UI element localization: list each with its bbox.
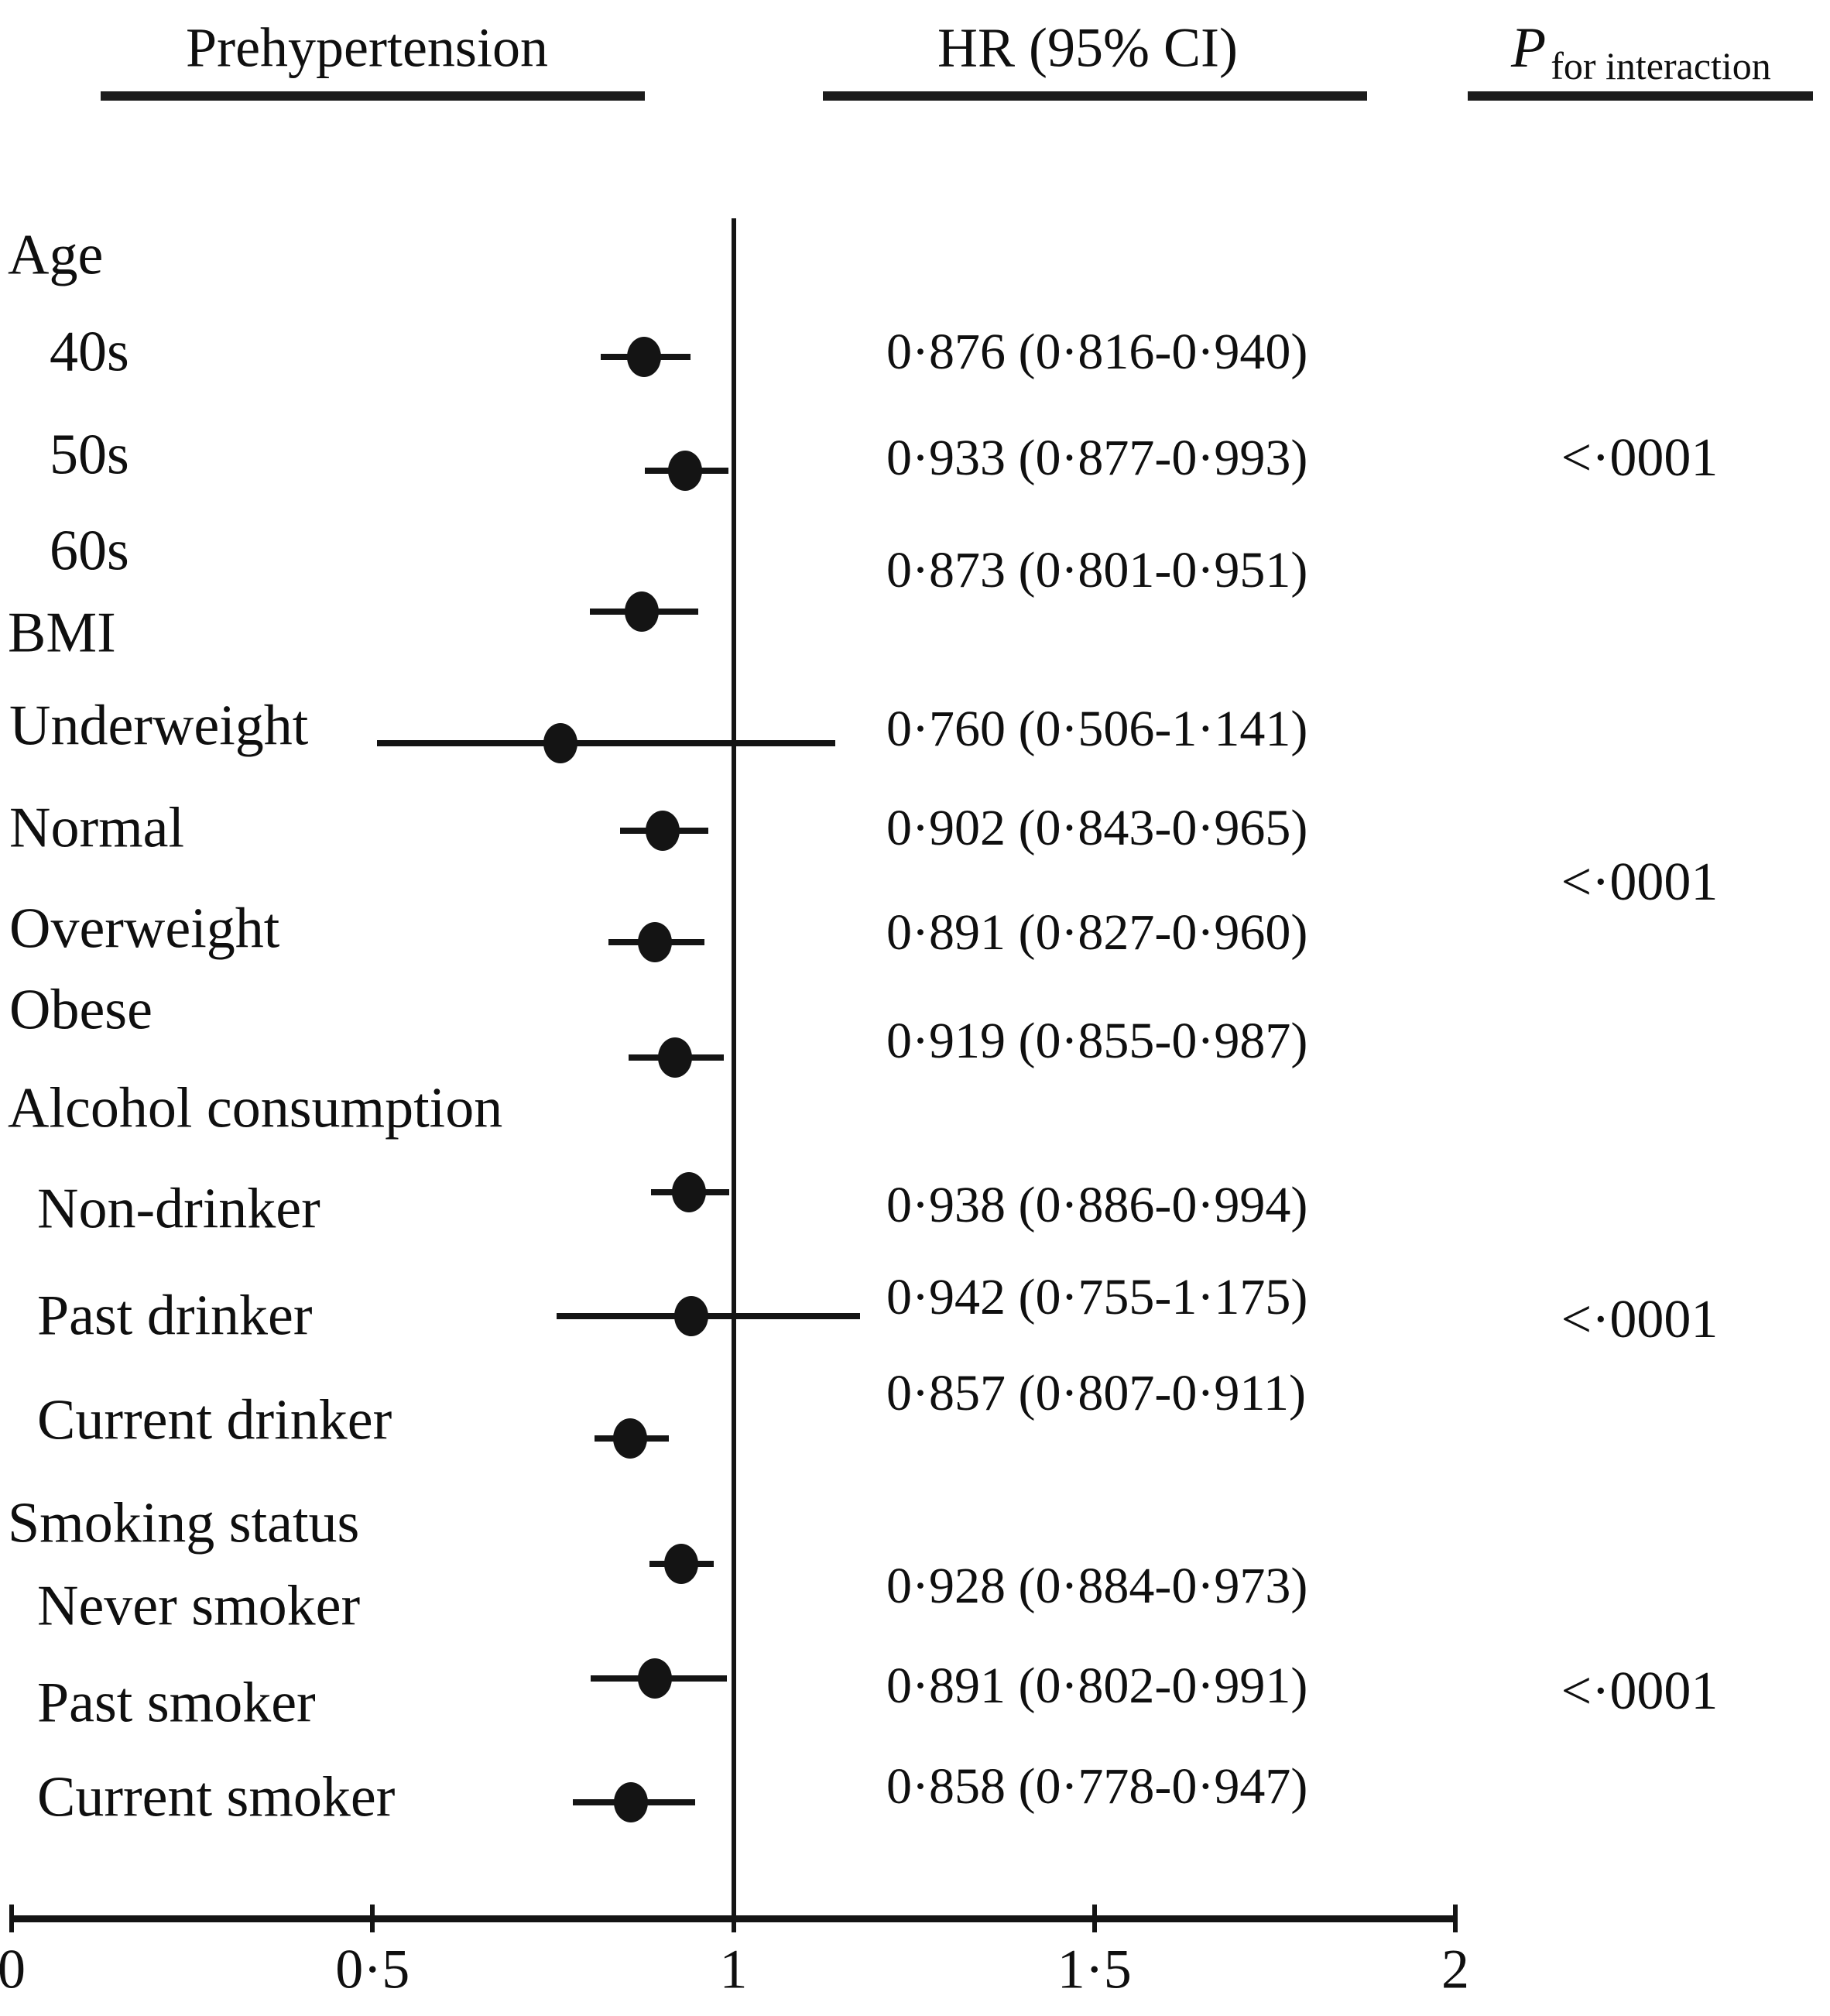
hr-point-marker <box>614 1782 649 1822</box>
hr-ci-value: 0·942 (0·755-1·175) <box>886 1269 1308 1325</box>
column-header-hr-ci: HR (95% CI) <box>937 16 1238 79</box>
x-axis-tick-label: 1 <box>719 1938 748 2001</box>
p-interaction-value: <·0001 <box>1561 852 1719 912</box>
group-label: Age <box>8 223 104 287</box>
column-header-prehypertension: Prehypertension <box>186 16 548 79</box>
ci-line <box>376 740 835 746</box>
hr-ci-value: 0·760 (0·506-1·141) <box>886 701 1308 757</box>
hr-point-marker <box>668 451 703 491</box>
x-axis-tick <box>731 1905 736 1932</box>
hr-point-marker <box>637 1658 672 1699</box>
row-label: 40s <box>50 320 129 384</box>
p-subscript: for interaction <box>1551 44 1771 87</box>
hr-ci-value: 0·933 (0·877-0·993) <box>886 430 1308 486</box>
hr-ci-value: 0·938 (0·886-0·994) <box>886 1177 1308 1233</box>
row-label: Underweight <box>9 694 309 758</box>
row-label: Overweight <box>9 897 280 961</box>
hr-point-marker <box>664 1544 699 1584</box>
hr-point-marker <box>674 1296 709 1336</box>
group-label: Alcohol consumption <box>8 1076 503 1140</box>
p-interaction-value: <·0001 <box>1561 428 1719 488</box>
x-axis-tick-label: 0·5 <box>335 1938 410 2001</box>
x-axis-tick <box>370 1905 375 1932</box>
hr-point-marker <box>625 591 660 632</box>
underline-hr-ci <box>823 91 1367 101</box>
p-interaction-value: <·0001 <box>1561 1290 1719 1349</box>
row-label: Past smoker <box>37 1671 316 1735</box>
underline-p-interaction <box>1468 91 1813 101</box>
hr-ci-value: 0·891 (0·802-0·991) <box>886 1658 1308 1714</box>
hr-point-marker <box>646 811 680 851</box>
row-label: Current smoker <box>37 1765 396 1829</box>
hr-ci-value: 0·928 (0·884-0·973) <box>886 1558 1308 1614</box>
row-label: Past drinker <box>37 1284 313 1348</box>
p-symbol: P <box>1511 16 1547 80</box>
hr-ci-value: 0·902 (0·843-0·965) <box>886 800 1308 856</box>
row-label: Normal <box>9 796 185 860</box>
row-label: 60s <box>50 519 129 583</box>
x-axis-tick-label: 2 <box>1441 1938 1469 2001</box>
group-label: Smoking status <box>8 1491 360 1555</box>
row-label: Non-drinker <box>37 1177 320 1241</box>
underline-prehypertension <box>101 91 645 101</box>
x-axis-tick-label: 1·5 <box>1057 1938 1132 2001</box>
hr-ci-value: 0·876 (0·816-0·940) <box>886 324 1308 380</box>
row-label: Never smoker <box>37 1574 361 1638</box>
hr-point-marker <box>613 1418 648 1459</box>
hr-ci-value: 0·858 (0·778-0·947) <box>886 1758 1308 1815</box>
reference-line-hr-1 <box>732 218 736 1918</box>
hr-ci-value: 0·873 (0·801-0·951) <box>886 542 1308 598</box>
hr-ci-value: 0·857 (0·807-0·911) <box>886 1365 1306 1421</box>
x-axis-tick-label: 0 <box>0 1938 26 2001</box>
hr-ci-value: 0·891 (0·827-0·960) <box>886 904 1308 961</box>
hr-point-marker <box>626 337 661 377</box>
row-label: Current drinker <box>37 1388 392 1452</box>
x-axis-tick <box>1453 1905 1458 1932</box>
x-axis-tick <box>9 1905 14 1932</box>
hr-ci-value: 0·919 (0·855-0·987) <box>886 1013 1308 1069</box>
x-axis-tick <box>1091 1905 1097 1932</box>
hr-point-marker <box>543 723 577 763</box>
hr-point-marker <box>657 1037 692 1078</box>
row-label: Obese <box>9 978 152 1042</box>
p-interaction-value: <·0001 <box>1561 1661 1719 1721</box>
hr-point-marker <box>637 922 672 962</box>
group-label: BMI <box>8 601 116 665</box>
hr-point-marker <box>671 1172 706 1212</box>
row-label: 50s <box>50 423 129 487</box>
